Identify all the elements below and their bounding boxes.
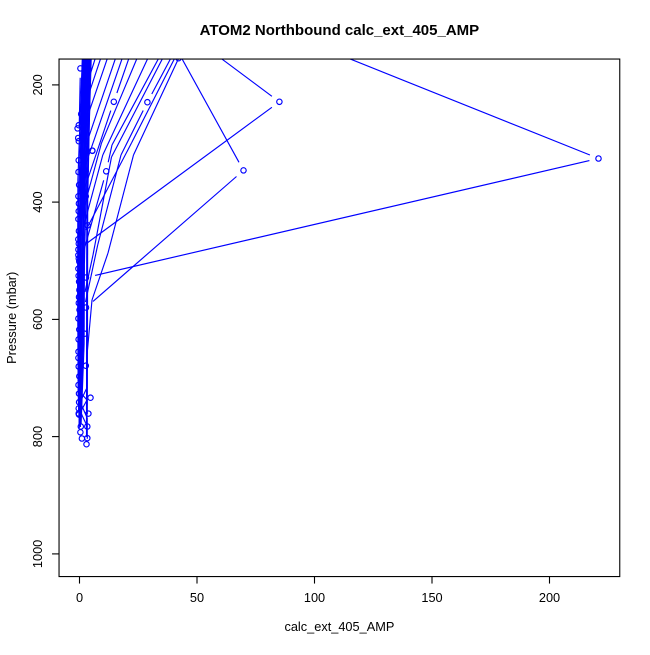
svg-text:100: 100 xyxy=(304,590,325,605)
svg-text:200: 200 xyxy=(539,590,560,605)
svg-text:1000: 1000 xyxy=(30,540,45,568)
svg-text:50: 50 xyxy=(190,590,204,605)
svg-text:calc_ext_405_AMP: calc_ext_405_AMP xyxy=(284,619,394,634)
svg-text:ATOM2 Northbound calc_ext_405_: ATOM2 Northbound calc_ext_405_AMP xyxy=(200,22,480,39)
svg-text:0: 0 xyxy=(76,590,83,605)
svg-text:Pressure (mbar): Pressure (mbar) xyxy=(4,272,19,364)
svg-text:600: 600 xyxy=(30,309,45,330)
svg-text:150: 150 xyxy=(421,590,442,605)
svg-text:400: 400 xyxy=(30,191,45,212)
svg-text:200: 200 xyxy=(30,74,45,95)
svg-text:800: 800 xyxy=(30,426,45,447)
